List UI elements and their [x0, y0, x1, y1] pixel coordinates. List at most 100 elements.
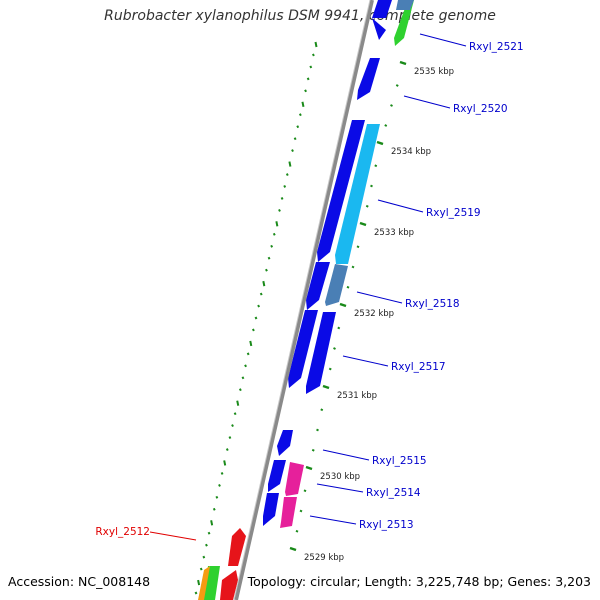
gene-leader-line: [149, 531, 197, 541]
gene-rxyl-2515: [277, 430, 293, 456]
accession-text: Accession: NC_008148: [8, 574, 151, 589]
gene-rxyl-2521-rev: [394, 0, 414, 46]
gene-rxyl-2514-rev: [285, 462, 304, 496]
track-dot: [212, 507, 216, 511]
track-dot: [304, 89, 307, 93]
track-dot: [309, 65, 313, 69]
gene-label: Rxyl_2517: [391, 361, 446, 373]
backbone-line: [234, 0, 374, 600]
track-dot: [246, 352, 250, 356]
track-dot: [249, 340, 253, 347]
gene-leader-line: [309, 515, 357, 525]
gene-leader-line: [342, 355, 389, 367]
gene-rxyl-2514-fwd: [268, 460, 286, 492]
track-dot: [197, 579, 201, 586]
track-dot: [205, 543, 208, 547]
track-dot: [259, 292, 263, 296]
gene-label: Rxyl_2521: [469, 41, 524, 53]
scale-tick-minor: [384, 124, 388, 127]
scale-tick-minor: [333, 347, 336, 350]
gene-rxyl-2518-fwd: [306, 262, 330, 310]
track-dot: [257, 304, 261, 308]
gene-label: Rxyl_2520: [453, 103, 508, 115]
track-dot: [238, 388, 242, 392]
track-dot: [272, 232, 276, 236]
scale-tick-label: 2532 kbp: [354, 309, 394, 319]
scale-tick: [289, 546, 297, 552]
scale-tick-label: 2533 kbp: [374, 228, 414, 238]
track-dot: [267, 256, 271, 260]
track-dot: [233, 412, 237, 416]
track-dot: [262, 280, 266, 287]
scale-tick-label: 2531 kbp: [337, 391, 377, 401]
gene-leader-line: [419, 33, 467, 47]
scale-tick-minor: [374, 164, 378, 168]
track-dot: [251, 328, 255, 332]
track-dot: [275, 221, 279, 227]
scale-tick: [339, 302, 347, 308]
scale-tick-label: 2530 kbp: [320, 472, 360, 482]
gene-leader-line: [377, 199, 424, 213]
gene-label: Rxyl_2512: [95, 526, 150, 538]
scale-tick-minor: [370, 184, 373, 188]
track-dot: [223, 460, 227, 466]
gene-leader-line: [316, 483, 364, 493]
track-dot: [301, 101, 305, 107]
track-dot: [241, 376, 245, 380]
gc-skew-dots: [194, 41, 318, 595]
scale-tick: [376, 140, 384, 146]
track-dot: [291, 149, 294, 153]
track-dot: [254, 316, 258, 320]
scale-tick-minor: [337, 326, 341, 330]
track-dot: [314, 41, 318, 48]
gene-rxyl-2521-top: [396, 0, 414, 10]
gene-bottom-orange: [198, 566, 210, 600]
track-dot: [306, 77, 310, 81]
track-dot: [280, 196, 284, 200]
track-dot: [278, 208, 281, 212]
track-dot: [298, 113, 302, 117]
scale-tick-label: 2535 kbp: [414, 67, 454, 77]
scale-tick-minor: [311, 448, 315, 452]
gene-rxyl-2513-fwd: [263, 493, 279, 526]
scale-tick-minor: [299, 509, 303, 513]
track-dot: [210, 520, 214, 526]
gene-rxyl-2520: [357, 58, 380, 100]
track-dot: [199, 567, 203, 571]
scale-tick-minor: [303, 489, 307, 493]
scale-tick: [399, 60, 407, 66]
track-dot: [194, 591, 198, 595]
scale-tick: [359, 221, 367, 227]
track-dot: [225, 448, 229, 451]
track-dot: [220, 471, 224, 475]
track-dot: [207, 531, 211, 535]
gene-label: Rxyl_2513: [359, 519, 414, 531]
gene-track: [198, 0, 414, 600]
track-dot: [293, 137, 297, 141]
gene-labels: Rxyl_2521 Rxyl_2520 Rxyl_2519 Rxyl_2518 Rxyl…: [95, 33, 524, 541]
scale-tick: [305, 465, 313, 471]
scale-tick-label: 2529 kbp: [304, 553, 344, 563]
track-dot: [215, 495, 219, 499]
scale-tick-minor: [328, 367, 332, 371]
track-dot: [244, 364, 247, 368]
gene-label: Rxyl_2518: [405, 298, 460, 310]
track-dot: [296, 125, 300, 129]
track-dot: [228, 436, 232, 440]
backbone: [233, 0, 374, 600]
scale-tick-minor: [356, 245, 360, 249]
gene-bottom-red: [220, 570, 238, 600]
scale-tick-minor: [346, 285, 350, 289]
track-dot: [270, 244, 274, 248]
gene-leader-line: [403, 95, 451, 109]
gene-leader-line: [322, 449, 370, 461]
gene-leader-line: [356, 291, 403, 304]
gene-rxyl-2519-fwd: [317, 120, 365, 262]
scale-tick: [322, 384, 330, 390]
map-title: Rubrobacter xylanophilus DSM 9941, compl…: [104, 8, 496, 24]
scale-ticks: 2535 kbp 2534 kbp 2533 kbp 2532 kbp 2531 kbp…: [289, 60, 454, 563]
gene-rxyl-2517-rev: [306, 312, 336, 394]
track-dot: [202, 555, 206, 559]
track-dot: [265, 268, 268, 272]
